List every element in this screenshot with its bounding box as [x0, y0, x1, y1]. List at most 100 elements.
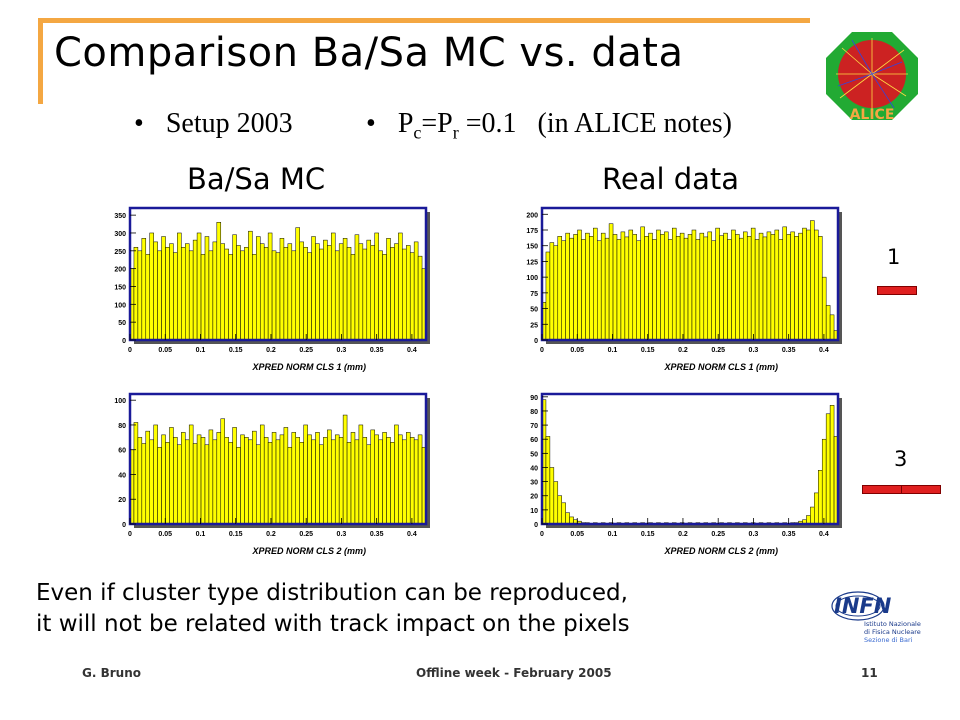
accent-bar-horizontal [38, 18, 810, 23]
histogram-bin [192, 239, 198, 341]
histogram-bin [814, 492, 819, 525]
y-tick-label: 80 [530, 409, 538, 416]
histogram-bin [573, 234, 578, 341]
y-tick-label: 0 [534, 338, 538, 345]
x-tick-label: 0.25 [299, 531, 313, 538]
conclusion-text: Even if cluster type distribution can be… [36, 578, 630, 640]
y-tick-label: 150 [526, 244, 538, 251]
histogram-bin [417, 255, 423, 341]
histogram-bin [794, 236, 799, 341]
histogram-bin [161, 434, 166, 525]
histogram-bin [818, 236, 823, 341]
histogram-bin [149, 232, 154, 341]
histogram-bin [145, 254, 150, 341]
histogram-bin [620, 231, 626, 341]
histogram-bin [624, 236, 630, 341]
histogram-bin [315, 432, 320, 525]
plot-frame [540, 392, 840, 526]
histogram-bin [232, 427, 237, 525]
histogram-bin [810, 220, 815, 341]
histogram-bin [778, 239, 783, 341]
histogram-bin [636, 240, 641, 341]
x-tick-label: 0.3 [337, 347, 347, 354]
conclusion-line-1: Even if cluster type distribution can be… [36, 580, 628, 606]
histogram-bin [263, 246, 269, 341]
histogram-bin [597, 240, 602, 341]
histogram-bin [782, 226, 787, 341]
histogram-bin [204, 236, 210, 341]
x-tick-label: 0.1 [196, 531, 206, 538]
histogram-bin [236, 446, 241, 525]
x-tick-label: 0.05 [158, 531, 172, 538]
histogram-bin [295, 437, 300, 525]
param-value: =0.1 (in ALICE notes) [458, 108, 732, 139]
histogram-bin [283, 427, 289, 525]
accent-bar-vertical [38, 18, 43, 104]
histogram-bin [216, 222, 222, 341]
histogram-bin [565, 232, 570, 341]
histogram-bin [346, 246, 352, 341]
y-tick-label: 80 [118, 423, 126, 430]
histogram-bin [303, 424, 308, 525]
x-tick-label: 0.35 [782, 347, 796, 354]
histogram-bin [196, 434, 202, 525]
histogram-bin [604, 237, 610, 341]
param-pc-sub: c [413, 122, 422, 143]
bullet-params: • Pc=Pr =0.1 (in ALICE notes) [366, 108, 732, 144]
histogram-bin [279, 434, 285, 525]
histogram-bin [240, 434, 245, 525]
histogram-bin [315, 243, 320, 341]
infn-line-3: Sezione di Bari [864, 636, 913, 644]
histogram-bin [394, 243, 399, 341]
histogram-bin [256, 236, 261, 341]
histogram-bin [346, 442, 352, 525]
histogram-bin [295, 227, 300, 341]
histogram-bin [133, 246, 139, 341]
histogram-bin [581, 239, 586, 341]
x-tick-label: 0.25 [299, 347, 313, 354]
histogram-bin [378, 439, 383, 525]
x-tick-label: 0.4 [407, 347, 417, 354]
y-tick-label: 40 [530, 465, 538, 472]
histogram-bin [232, 234, 237, 341]
infn-logo: INFN Istituto Nazionale di Fisica Nuclea… [831, 591, 921, 644]
y-tick-label: 175 [526, 228, 538, 235]
histogram-bin [774, 229, 780, 341]
histogram-bin [386, 238, 391, 341]
histogram-bin [366, 444, 371, 525]
histogram-bin [267, 442, 273, 525]
histogram-bin [169, 243, 174, 341]
histogram-bin [192, 443, 198, 525]
column-head-mc: Ba/Sa MC [187, 162, 326, 196]
plot-frame [128, 206, 428, 342]
histogram-bin [409, 437, 415, 525]
histogram-bin [327, 245, 332, 341]
histogram-bin [719, 235, 724, 341]
histogram-bin [354, 439, 360, 525]
conclusion-line-2: it will not be related with track impact… [36, 611, 630, 637]
histogram-bin [350, 254, 356, 341]
histogram-bin [244, 246, 249, 341]
histogram-bin [417, 434, 423, 525]
histogram-bin [141, 238, 147, 341]
histogram-bin [723, 232, 728, 341]
histogram-bin [153, 424, 158, 525]
histogram-bin [798, 232, 803, 341]
histogram-bin [161, 236, 166, 341]
x-tick-label: 0.4 [407, 531, 417, 538]
histogram-bin [739, 237, 744, 341]
histogram-bin [271, 250, 277, 341]
x-tick-label: 0.2 [266, 531, 276, 538]
histogram-bin [608, 223, 614, 341]
histogram-bin [283, 246, 289, 341]
param-pr-sub: r [452, 122, 459, 143]
histogram-bin [699, 232, 705, 341]
x-tick-label: 0.15 [641, 347, 655, 354]
histogram-bin [252, 430, 257, 525]
y-tick-label: 0 [122, 522, 126, 529]
y-tick-label: 60 [530, 437, 538, 444]
x-tick-label: 0.1 [608, 531, 618, 538]
x-tick-label: 0.15 [641, 531, 655, 538]
infn-logo-text: INFN [834, 594, 892, 618]
histogram-bin [703, 236, 709, 341]
